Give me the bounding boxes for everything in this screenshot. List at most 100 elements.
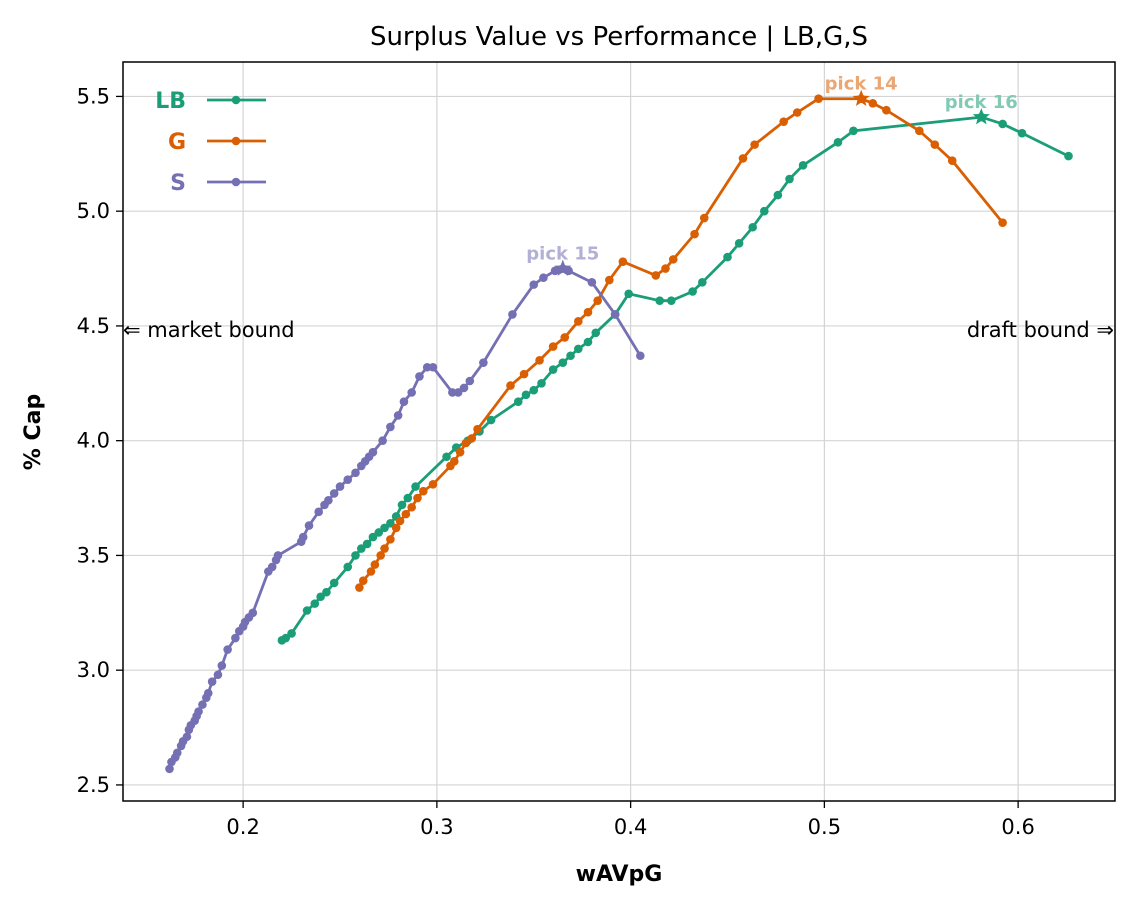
data-point-lb	[310, 599, 320, 608]
data-point-s	[351, 468, 360, 478]
data-point-lb	[380, 523, 389, 533]
data-point-s	[207, 677, 217, 686]
data-point-lb	[1064, 151, 1073, 161]
y-tick-label: 2.5	[77, 773, 110, 797]
data-point-g	[506, 381, 515, 390]
data-point-lb	[760, 206, 769, 216]
data-point-g	[450, 457, 459, 466]
data-point-g	[593, 296, 602, 305]
data-point-lb	[537, 379, 546, 388]
data-point-s	[182, 732, 192, 742]
data-point-s	[550, 266, 560, 276]
y-tick-label: 3.0	[77, 658, 110, 682]
data-point-g	[750, 140, 759, 149]
data-point-s	[459, 383, 469, 393]
data-point-lb	[849, 126, 858, 136]
data-point-lb	[521, 390, 531, 400]
data-point-s	[172, 748, 182, 758]
data-point-g	[370, 560, 380, 569]
data-point-lb	[513, 397, 523, 406]
data-point-s	[194, 707, 203, 716]
data-point-s	[198, 700, 207, 709]
legend-entry-lb: LB	[155, 89, 266, 114]
data-point-g	[583, 307, 593, 317]
data-point-g	[376, 551, 385, 560]
data-point-lb	[343, 562, 353, 572]
data-point-g	[419, 486, 428, 496]
market-bound-annotation: ⇐ market bound	[123, 318, 295, 342]
data-point-s	[324, 496, 333, 505]
data-point-s	[529, 280, 539, 289]
data-point-s	[415, 372, 424, 381]
data-point-lb	[574, 344, 583, 354]
peak-label-s: pick 15	[526, 244, 599, 265]
data-point-lb	[798, 160, 808, 170]
data-point-s	[453, 388, 463, 397]
data-point-s	[465, 376, 475, 386]
data-point-lb	[368, 532, 378, 542]
data-point-g	[882, 105, 891, 115]
chart-title: Surplus Value vs Performance | LB,G,S	[370, 22, 868, 52]
x-tick-label: 0.3	[420, 815, 453, 839]
y-tick-label: 4.5	[77, 314, 110, 338]
series-layer	[165, 94, 1073, 774]
data-point-lb	[316, 592, 325, 602]
data-point-g	[618, 257, 628, 266]
data-point-lb	[411, 482, 420, 491]
y-tick-label: 4.0	[77, 429, 110, 453]
data-point-g	[690, 229, 699, 239]
y-tick-label: 5.0	[77, 199, 110, 223]
legend-label-lb: LB	[155, 89, 186, 114]
data-point-lb	[723, 252, 732, 262]
data-point-lb	[374, 528, 384, 537]
data-point-s	[203, 688, 213, 698]
data-point-s	[479, 358, 488, 367]
grid	[123, 62, 1115, 801]
data-point-lb	[362, 539, 372, 549]
data-point-s	[407, 388, 416, 397]
data-point-g	[380, 544, 389, 553]
x-tick-label: 0.5	[808, 815, 841, 839]
data-point-lb	[281, 633, 291, 643]
draft-bound-annotation: draft bound ⇒	[967, 318, 1114, 342]
data-point-s	[273, 551, 283, 560]
y-axis-title: % Cap	[21, 394, 46, 470]
axes-ticks: 0.2 0.3 0.4 0.5 0.6 2.5 3.0 3.5 4.0 4.5 5.0 5.5	[77, 84, 1035, 839]
data-point-g	[792, 108, 802, 117]
legend-marker-lb	[231, 95, 241, 105]
data-point-s	[508, 310, 517, 319]
data-point-lb	[833, 138, 843, 147]
data-point-s	[636, 351, 645, 361]
data-point-lb	[329, 578, 339, 588]
data-point-g	[574, 317, 583, 326]
data-point-lb	[698, 278, 707, 287]
data-point-g	[998, 218, 1007, 227]
data-point-s	[298, 532, 308, 542]
x-tick-label: 0.6	[1001, 815, 1034, 839]
data-point-lb	[302, 606, 312, 615]
data-point-g	[699, 213, 709, 223]
peak-star-lb	[972, 108, 990, 125]
legend-marker-g	[231, 136, 241, 146]
data-point-g	[868, 99, 878, 108]
data-point-lb	[322, 587, 331, 597]
data-point-lb	[748, 222, 757, 232]
data-point-lb	[529, 385, 539, 395]
x-axis-title: wAVpG	[576, 862, 663, 887]
data-point-s	[335, 482, 345, 491]
data-point-lb	[357, 544, 366, 553]
data-point-g	[930, 140, 940, 149]
data-point-s	[399, 397, 409, 406]
data-point-s	[386, 422, 395, 432]
data-point-s	[368, 447, 378, 457]
data-point-lb	[688, 287, 697, 296]
data-point-s	[248, 608, 258, 618]
data-point-s	[428, 362, 438, 372]
data-point-g	[461, 438, 471, 448]
data-point-s	[393, 411, 403, 420]
data-point-g	[668, 255, 678, 264]
y-tick-label: 3.5	[77, 543, 110, 567]
data-point-s	[304, 521, 314, 530]
data-point-lb	[486, 415, 496, 425]
